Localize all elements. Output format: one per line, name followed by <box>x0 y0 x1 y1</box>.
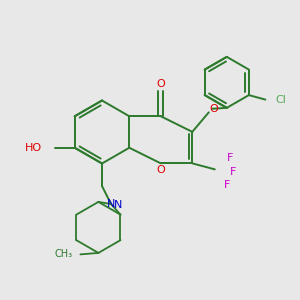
Text: N: N <box>113 200 122 211</box>
Text: O: O <box>156 165 165 175</box>
Text: F: F <box>224 180 230 190</box>
Text: CH₃: CH₃ <box>55 249 73 260</box>
Text: Cl: Cl <box>276 94 287 105</box>
Text: F: F <box>230 167 237 177</box>
Text: N: N <box>107 199 115 209</box>
Text: O: O <box>156 79 165 89</box>
Text: O: O <box>209 104 218 114</box>
Text: HO: HO <box>25 143 42 153</box>
Text: F: F <box>226 153 233 163</box>
